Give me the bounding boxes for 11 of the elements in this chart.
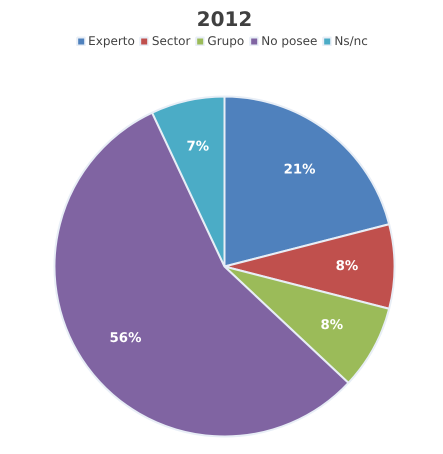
- data-label: 8%: [336, 259, 358, 274]
- legend-label: Ns/nc: [334, 34, 368, 48]
- legend-label: Experto: [88, 34, 135, 48]
- chart-title: 2012: [196, 7, 252, 31]
- data-label: 7%: [186, 140, 210, 155]
- legend-label: No posee: [261, 34, 318, 48]
- data-label: 21%: [284, 162, 316, 178]
- data-label: 8%: [320, 318, 344, 333]
- legend-label: Sector: [152, 34, 190, 48]
- data-label: 56%: [110, 330, 142, 346]
- legend-label: Grupo: [207, 34, 244, 48]
